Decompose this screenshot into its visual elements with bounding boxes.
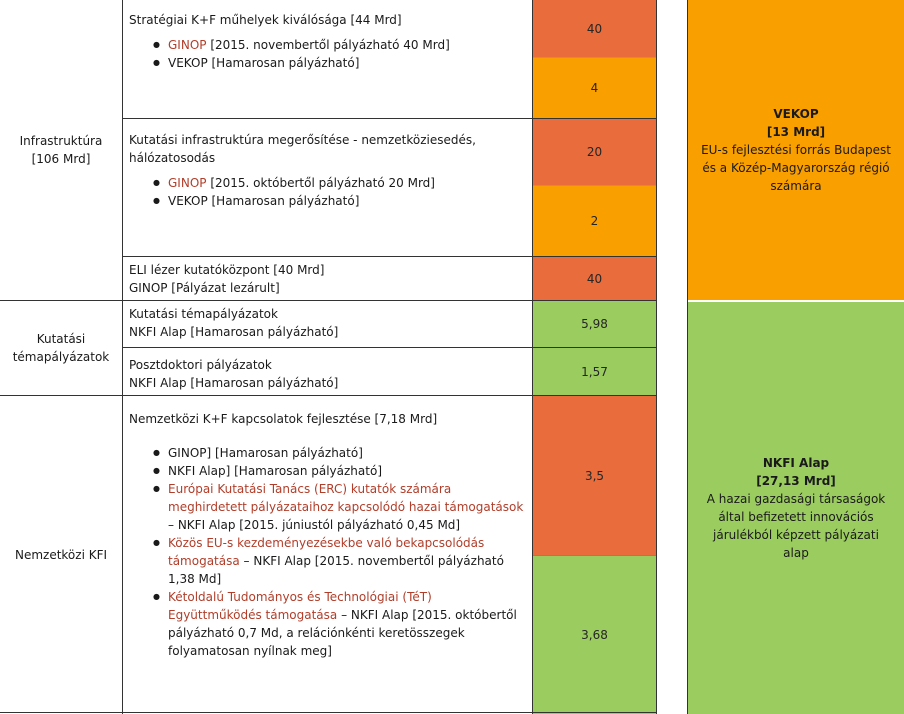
grid-line <box>533 185 656 186</box>
category-amount: [106 Mrd] <box>31 152 91 166</box>
fund-amount: [27,13 Mrd] <box>756 474 836 488</box>
value-cell: 2 <box>533 186 656 256</box>
value-cell: 3,68 <box>533 556 656 714</box>
row-title: Kutatási infrastruktúra megerősítése - n… <box>129 133 476 165</box>
list-item: Európai Kutatási Tanács (ERC) kutatók sz… <box>129 480 526 534</box>
grid-line <box>122 0 123 714</box>
category-name-line2: témapályázatok <box>12 350 110 364</box>
grid-line <box>122 118 656 119</box>
list-item: GINOP [2015. októbertől pályázható 20 Mr… <box>129 174 526 192</box>
list-item: Közös EU-s kezdeményezésekbe való bekapc… <box>129 534 526 588</box>
row-posztdok-desc: Posztdoktori pályázatok NKFI Alap [Hamar… <box>123 356 532 392</box>
row-line: NKFI Alap [Hamarosan pályázható] <box>129 376 339 390</box>
value-cell: 20 <box>533 119 656 185</box>
row-line: NKFI Alap [Hamarosan pályázható] <box>129 325 339 339</box>
fund-amount: [13 Mrd] <box>766 125 826 139</box>
list-item: GINOP [2015. novembertől pályázható 40 M… <box>129 36 526 54</box>
fund-link[interactable]: Kétoldalú Tudományos és Technológiai (Té… <box>168 590 432 622</box>
grid-line <box>122 347 656 348</box>
row-line: ELI lézer kutatóközpont [40 Mrd] <box>129 263 325 277</box>
fund-vekop: VEKOP [13 Mrd] EU-s fejlesztési forrás B… <box>688 0 904 300</box>
category-nemzetkozi: Nemzetközi KFI <box>0 396 122 714</box>
grid-line <box>0 712 656 713</box>
fund-link[interactable]: Európai Kutatási Tanács (ERC) kutatók sz… <box>168 482 524 514</box>
value-cell: 40 <box>533 0 656 57</box>
grid-line <box>688 300 904 302</box>
grid-line <box>0 395 656 396</box>
row-infra-desc: Kutatási infrastruktúra megerősítése - n… <box>123 131 532 210</box>
bullet-list: GINOP] [Hamarosan pályázható] NKFI Alap]… <box>129 444 526 660</box>
list-item: Kétoldalú Tudományos és Technológiai (Té… <box>129 588 526 660</box>
list-item: VEKOP [Hamarosan pályázható] <box>129 192 526 210</box>
fund-link[interactable]: Közös EU-s kezdeményezésekbe való bekapc… <box>168 536 485 568</box>
fund-desc: A hazai gazdasági társaságok által befiz… <box>706 492 886 560</box>
fund-name: NKFI Alap <box>762 456 830 470</box>
grid-line <box>0 300 656 301</box>
category-infrastruktura: Infrastruktúra [106 Mrd] <box>0 0 122 300</box>
category-kutatasi: Kutatási témapályázatok <box>0 300 122 396</box>
row-title: Stratégiai K+F műhelyek kiválósága [44 M… <box>129 13 402 27</box>
fund-desc: EU-s fejlesztési forrás Budapest és a Kö… <box>701 143 891 193</box>
bullet-list: GINOP [2015. novembertől pályázható 40 M… <box>129 36 526 72</box>
value-cell: 5,98 <box>533 301 656 347</box>
fund-link[interactable]: GINOP <box>168 38 207 52</box>
list-item: VEKOP [Hamarosan pályázható] <box>129 54 526 72</box>
grid-line <box>533 555 656 556</box>
value-cell: 1,57 <box>533 348 656 395</box>
grid-line <box>532 0 533 714</box>
row-line: Kutatási témapályázatok <box>129 307 278 321</box>
fund-link[interactable]: GINOP <box>168 176 207 190</box>
fund-name: VEKOP <box>773 107 819 121</box>
row-line: GINOP [Pályázat lezárult] <box>129 281 280 295</box>
category-name: Nemzetközi KFI <box>14 548 108 562</box>
value-cell: 4 <box>533 58 656 118</box>
value-cell: 40 <box>533 257 656 300</box>
row-title: Nemzetközi K+F kapcsolatok fejlesztése [… <box>129 412 438 426</box>
row-eli-desc: ELI lézer kutatóközpont [40 Mrd] GINOP [… <box>123 261 532 297</box>
grid-line <box>533 57 656 58</box>
fund-nkfi: NKFI Alap [27,13 Mrd] A hazai gazdasági … <box>688 302 904 714</box>
bullet-list: GINOP [2015. októbertől pályázható 20 Mr… <box>129 174 526 210</box>
category-name: Infrastruktúra <box>19 134 103 148</box>
row-tema-desc: Kutatási témapályázatok NKFI Alap [Hamar… <box>123 305 532 341</box>
grid-line <box>656 0 657 714</box>
row-strategiai-desc: Stratégiai K+F műhelyek kiválósága [44 M… <box>123 11 532 72</box>
list-item: GINOP] [Hamarosan pályázható] <box>129 444 526 462</box>
grid-line <box>687 0 688 714</box>
row-line: Posztdoktori pályázatok <box>129 358 272 372</box>
category-name: Kutatási <box>36 332 86 346</box>
row-nemzetkozi-desc: Nemzetközi K+F kapcsolatok fejlesztése [… <box>123 410 532 660</box>
grid-line <box>122 256 656 257</box>
value-cell: 3,5 <box>533 396 656 555</box>
list-item: NKFI Alap] [Hamarosan pályázható] <box>129 462 526 480</box>
